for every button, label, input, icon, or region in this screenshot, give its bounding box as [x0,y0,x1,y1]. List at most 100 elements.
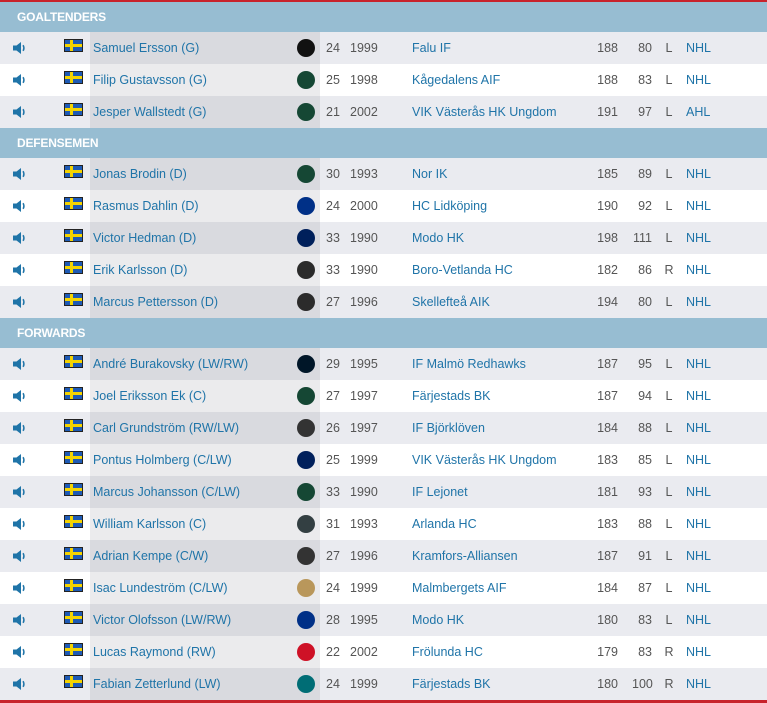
team-logo[interactable] [296,96,316,128]
player-name-link[interactable]: Lucas Raymond (RW) [93,645,216,659]
team-logo[interactable] [296,380,316,412]
player-name-link[interactable]: André Burakovsky (LW/RW) [93,357,249,371]
player-name-link[interactable]: Jesper Wallstedt (G) [93,105,207,119]
league-link[interactable]: NHL [686,357,712,371]
team-logo[interactable] [296,508,316,540]
youth-club-link[interactable]: IF Björklöven [412,421,485,435]
pronunciation-button[interactable] [12,32,30,64]
youth-club-link[interactable]: Malmbergets AIF [412,581,507,595]
player-name-link[interactable]: Adrian Kempe (C/W) [93,549,209,563]
player-name-link[interactable]: Isac Lundeström (C/LW) [93,581,228,595]
league-link[interactable]: NHL [686,295,712,309]
league-link[interactable]: NHL [686,549,712,563]
team-logo[interactable] [296,32,316,64]
team-logo[interactable] [296,286,316,318]
league-link[interactable]: NHL [686,645,712,659]
youth-club-link[interactable]: Färjestads BK [412,677,491,691]
team-logo[interactable] [296,476,316,508]
team-logo[interactable] [296,222,316,254]
youth-club-link[interactable]: Modo HK [412,231,465,245]
player-name-link[interactable]: William Karlsson (C) [93,517,207,531]
team-logo[interactable] [296,254,316,286]
league-link[interactable]: NHL [686,199,712,213]
player-name-link[interactable]: Joel Eriksson Ek (C) [93,389,207,403]
player-name-link[interactable]: Marcus Pettersson (D) [93,295,219,309]
youth-club-link[interactable]: IF Lejonet [412,485,468,499]
league-link[interactable]: NHL [686,167,712,181]
player-name-link[interactable]: Samuel Ersson (G) [93,41,200,55]
youth-club-link[interactable]: Nor IK [412,167,448,181]
pronunciation-button[interactable] [12,540,30,572]
team-logo[interactable] [296,572,316,604]
player-name-link[interactable]: Carl Grundström (RW/LW) [93,421,240,435]
youth-club-link[interactable]: Arlanda HC [412,517,477,531]
league-link[interactable]: NHL [686,263,712,277]
birth-year: 1990 [350,485,378,499]
league-link[interactable]: NHL [686,389,712,403]
youth-club-link[interactable]: HC Lidköping [412,199,488,213]
pronunciation-button[interactable] [12,286,30,318]
pronunciation-button[interactable] [12,572,30,604]
team-logo[interactable] [296,412,316,444]
player-name-link[interactable]: Marcus Johansson (C/LW) [93,485,241,499]
player-name-link[interactable]: Victor Olofsson (LW/RW) [93,613,232,627]
youth-club-link[interactable]: VIK Västerås HK Ungdom [412,453,557,467]
pronunciation-button[interactable] [12,604,30,636]
pronunciation-button[interactable] [12,222,30,254]
player-name-link[interactable]: Jonas Brodin (D) [93,167,187,181]
team-logo[interactable] [296,444,316,476]
player-name-link[interactable]: Filip Gustavsson (G) [93,73,207,87]
youth-club-link[interactable]: Boro-Vetlanda HC [412,263,513,277]
youth-club-link[interactable]: Falu IF [412,41,451,55]
league-link[interactable]: NHL [686,453,712,467]
pronunciation-button[interactable] [12,64,30,96]
league-link[interactable]: NHL [686,517,712,531]
youth-club-link[interactable]: Kramfors-Alliansen [412,549,518,563]
pronunciation-button[interactable] [12,348,30,380]
player-name-link[interactable]: Fabian Zetterlund (LW) [93,677,221,691]
team-logo[interactable] [296,540,316,572]
league-link[interactable]: NHL [686,73,712,87]
pronunciation-button[interactable] [12,668,30,700]
league-link[interactable]: NHL [686,485,712,499]
pronunciation-button[interactable] [12,444,30,476]
player-age: 24 [326,581,340,595]
youth-club-link[interactable]: Frölunda HC [412,645,483,659]
pronunciation-button[interactable] [12,96,30,128]
team-logo[interactable] [296,636,316,668]
league-link[interactable]: NHL [686,421,712,435]
pronunciation-button[interactable] [12,158,30,190]
league-link[interactable]: NHL [686,677,712,691]
team-logo[interactable] [296,668,316,700]
youth-club-link[interactable]: Modo HK [412,613,465,627]
pronunciation-button[interactable] [12,254,30,286]
league-link[interactable]: NHL [686,41,712,55]
pronunciation-button[interactable] [12,190,30,222]
player-name-link[interactable]: Pontus Holmberg (C/LW) [93,453,232,467]
section-header: DEFENSEMEN [0,128,767,158]
youth-club-link[interactable]: VIK Västerås HK Ungdom [412,105,557,119]
league-link[interactable]: AHL [686,105,711,119]
team-logo[interactable] [296,158,316,190]
pronunciation-button[interactable] [12,508,30,540]
league-link[interactable]: NHL [686,581,712,595]
sweden-flag-icon [64,103,83,116]
team-logo[interactable] [296,348,316,380]
pronunciation-button[interactable] [12,412,30,444]
pronunciation-button[interactable] [12,380,30,412]
team-logo[interactable] [296,190,316,222]
pronunciation-button[interactable] [12,476,30,508]
player-name-link[interactable]: Rasmus Dahlin (D) [93,199,199,213]
speaker-icon [13,486,25,498]
youth-club-link[interactable]: Skellefteå AIK [412,295,490,309]
pronunciation-button[interactable] [12,636,30,668]
league-link[interactable]: NHL [686,231,712,245]
player-name-link[interactable]: Victor Hedman (D) [93,231,197,245]
team-logo[interactable] [296,64,316,96]
league-link[interactable]: NHL [686,613,712,627]
youth-club-link[interactable]: Kågedalens AIF [412,73,501,87]
youth-club-link[interactable]: IF Malmö Redhawks [412,357,526,371]
player-name-link[interactable]: Erik Karlsson (D) [93,263,188,277]
youth-club-link[interactable]: Färjestads BK [412,389,491,403]
team-logo[interactable] [296,604,316,636]
